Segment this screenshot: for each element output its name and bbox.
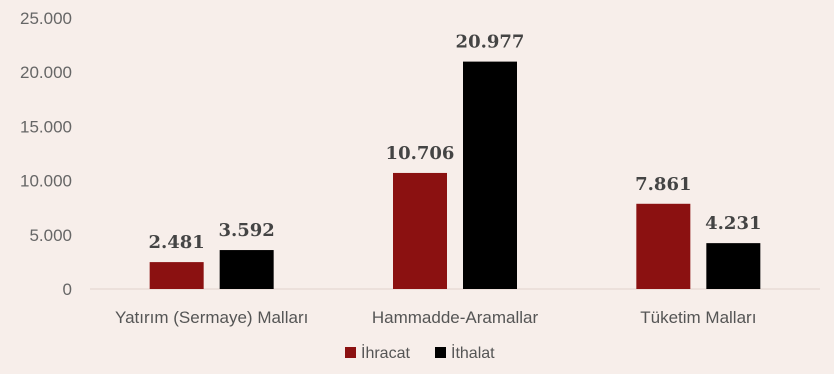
y-tick-label: 10.000 xyxy=(20,172,72,191)
legend-swatch-ihracat xyxy=(345,347,356,358)
y-tick-label: 0 xyxy=(63,280,72,299)
data-label: 2.481 xyxy=(148,232,204,253)
bar-ithalat xyxy=(463,61,517,290)
data-label: 7.861 xyxy=(635,174,691,195)
legend-label: İthalat xyxy=(451,343,495,362)
x-category-label: Hammadde-Aramallar xyxy=(372,308,539,327)
bar-ihracat xyxy=(149,262,204,289)
y-tick-label: 25.000 xyxy=(20,9,72,28)
y-tick-label: 20.000 xyxy=(20,63,72,82)
y-tick-label: 15.000 xyxy=(20,117,72,136)
data-label: 3.592 xyxy=(218,220,274,241)
bar-ithalat xyxy=(219,250,274,289)
bar-ithalat xyxy=(706,243,761,289)
data-label: 10.706 xyxy=(386,143,455,164)
y-tick-label: 5.000 xyxy=(29,226,72,245)
legend-label: İhracat xyxy=(361,343,410,362)
bar-ihracat xyxy=(393,172,447,289)
data-label: 20.977 xyxy=(456,32,525,53)
data-label: 4.231 xyxy=(705,213,761,234)
x-category-label: Tüketim Malları xyxy=(640,308,756,327)
legend-swatch-ithalat xyxy=(435,347,446,358)
bar-ihracat xyxy=(636,203,691,289)
x-category-label: Yatırım (Sermaye) Malları xyxy=(115,308,308,327)
